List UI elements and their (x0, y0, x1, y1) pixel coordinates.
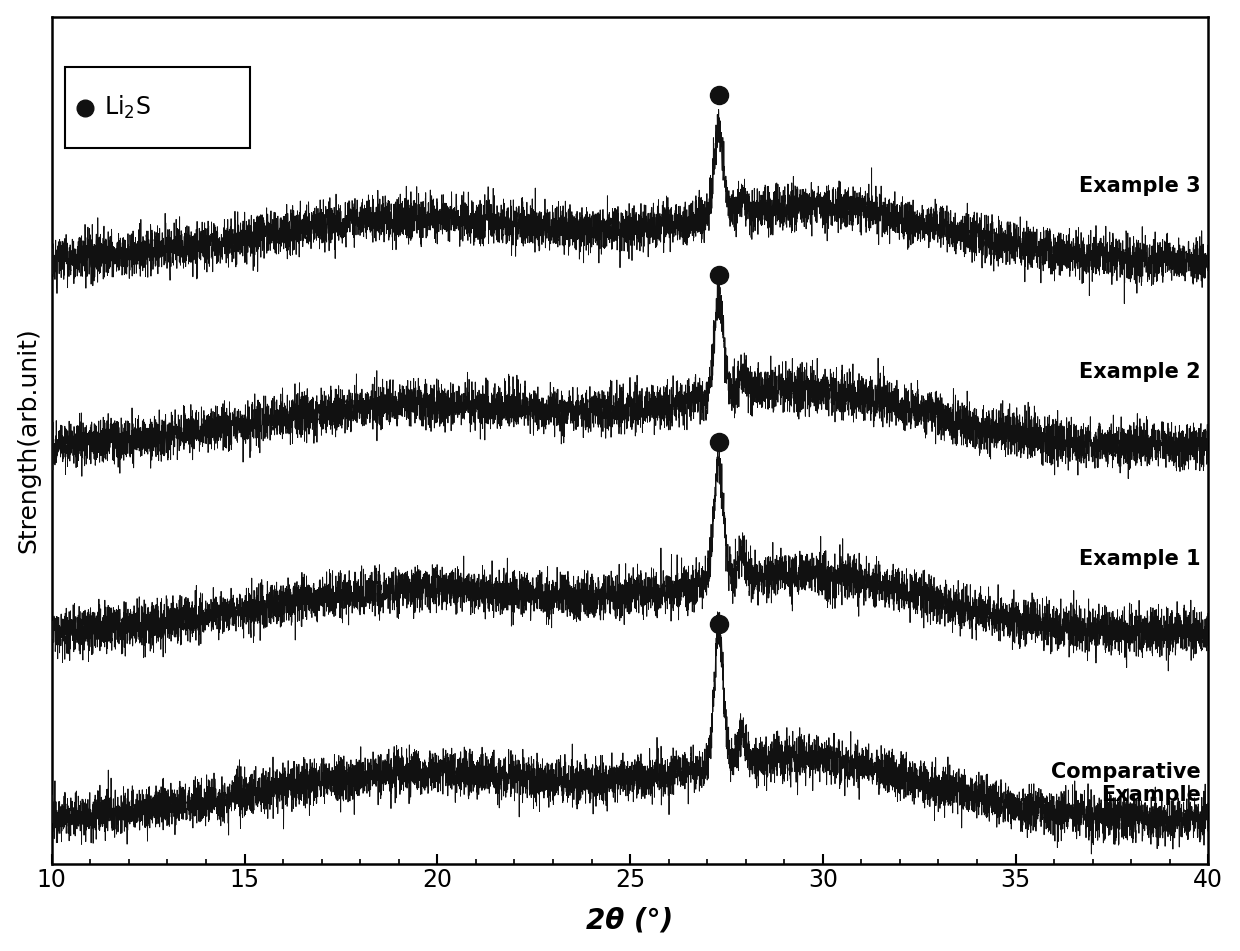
FancyBboxPatch shape (66, 68, 250, 148)
Text: Li$_2$S: Li$_2$S (104, 94, 150, 122)
Text: Comparative
Example: Comparative Example (1050, 762, 1200, 805)
X-axis label: 2θ (°): 2θ (°) (587, 906, 673, 934)
Text: Example 1: Example 1 (1079, 549, 1200, 569)
Text: Example 3: Example 3 (1079, 176, 1200, 196)
Y-axis label: Strength(arb.unit): Strength(arb.unit) (16, 327, 41, 553)
Text: Example 2: Example 2 (1079, 362, 1200, 382)
